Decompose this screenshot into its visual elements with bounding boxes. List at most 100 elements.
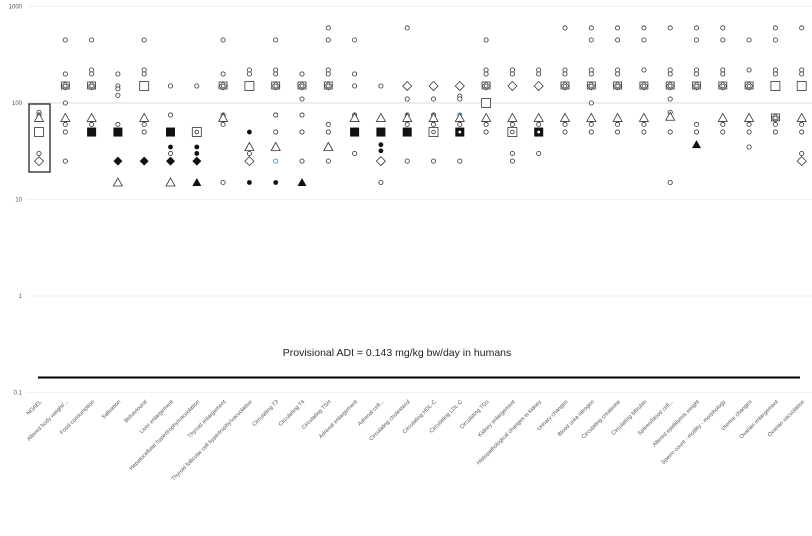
- open-square-point: [139, 81, 150, 91]
- open-circle-point: [799, 121, 805, 127]
- open-triangle-point: [612, 112, 623, 122]
- combo-diamond: [692, 81, 701, 91]
- open-circle-point: [694, 121, 700, 127]
- open-circle-point: [588, 71, 594, 77]
- open-circle-point: [167, 150, 173, 156]
- open-circle-point: [246, 71, 252, 77]
- open-circle-point: [220, 121, 226, 127]
- category-points: [717, 25, 728, 135]
- combo-circle: [63, 83, 68, 89]
- category-points: [612, 25, 623, 135]
- open-circle-point: [720, 129, 726, 135]
- inner-dot: [194, 129, 199, 135]
- open-triangle-point: [86, 112, 97, 122]
- open-circle-point: [509, 121, 515, 127]
- open-square-point: [34, 127, 44, 137]
- category-points: [454, 80, 465, 164]
- open-circle-point: [667, 67, 673, 73]
- filled-diamond-point: [113, 156, 123, 166]
- open-circle-point: [167, 83, 173, 89]
- open-circle-point: [799, 150, 805, 156]
- category-points: [217, 37, 229, 186]
- open-circle-point: [667, 96, 673, 102]
- filled-square-point: [350, 127, 360, 137]
- open-circle-point: [89, 67, 95, 73]
- filled-circle-point: [273, 180, 279, 185]
- category-points: [375, 83, 387, 186]
- open-circle-point: [799, 67, 805, 73]
- open-diamond-point: [33, 156, 45, 167]
- combo-diamond: [613, 81, 623, 91]
- open-circle-point: [588, 67, 594, 73]
- open-diamond-point: [402, 80, 413, 92]
- category-points: [33, 109, 45, 167]
- filled-circle-point: [378, 142, 384, 148]
- open-circle-point: [404, 158, 410, 164]
- open-circle-point: [588, 129, 594, 135]
- open-square-point: [796, 81, 807, 91]
- open-circle-point: [115, 71, 121, 77]
- open-circle-point: [799, 71, 805, 77]
- filled-triangle-point: [297, 178, 307, 187]
- open-circle-point: [299, 96, 305, 102]
- category-points: [112, 71, 124, 187]
- open-circle-point: [89, 121, 95, 127]
- open-circle-point: [352, 83, 358, 89]
- open-square-point: [244, 81, 255, 91]
- open-circle-point: [615, 67, 621, 73]
- open-circle-point: [378, 83, 384, 89]
- open-circle-point: [141, 67, 147, 73]
- open-circle-point: [483, 121, 489, 127]
- x-tick-label: Adrenal cell...: [357, 399, 386, 428]
- open-circle-point: [799, 25, 805, 31]
- combo-circle: [89, 83, 94, 89]
- open-circle-point: [562, 121, 568, 127]
- open-triangle-point: [60, 112, 71, 122]
- open-circle-point: [273, 67, 279, 73]
- open-circle-point: [720, 37, 726, 43]
- open-circle-point: [588, 25, 594, 31]
- open-circle-point: [509, 71, 515, 77]
- category-points: [796, 25, 807, 167]
- open-diamond-point: [796, 156, 807, 167]
- combo-circle: [326, 83, 331, 89]
- open-circle-point: [89, 71, 95, 77]
- open-triangle-point: [375, 112, 387, 122]
- open-circle-point: [325, 129, 331, 135]
- filled-diamond-point: [139, 156, 149, 166]
- filled-square-point: [376, 127, 386, 137]
- filled-square-point: [166, 127, 175, 137]
- open-circle-point: [720, 121, 726, 127]
- open-circle-point: [720, 67, 726, 73]
- open-circle-point: [325, 67, 331, 73]
- combo-diamond: [60, 81, 70, 91]
- open-circle-point: [115, 92, 121, 98]
- x-tick-label: Altered epididymis weight: [652, 399, 701, 448]
- combo-circle: [720, 83, 725, 89]
- filled-circle-point: [247, 129, 252, 135]
- open-circle-point: [641, 121, 647, 127]
- filled-circle-point: [194, 151, 200, 156]
- combo-diamond: [218, 81, 228, 91]
- open-circle-point: [694, 67, 700, 73]
- open-circle-point: [746, 67, 752, 73]
- category-points: [692, 25, 701, 149]
- open-circle-point: [641, 129, 647, 135]
- open-circle-point: [746, 144, 752, 150]
- combo-diamond: [297, 81, 307, 91]
- open-circle-point: [483, 37, 489, 43]
- open-circle-point: [36, 150, 42, 156]
- filled-diamond-point: [166, 156, 175, 166]
- open-circle-point: [641, 25, 647, 31]
- data-points: [33, 25, 807, 187]
- category-points: [402, 25, 413, 164]
- category-points: [297, 71, 307, 187]
- open-circle-point: [536, 67, 542, 73]
- open-triangle-point: [743, 112, 755, 122]
- y-tick-label: 10: [15, 198, 22, 204]
- open-circle-point: [667, 129, 673, 135]
- combo-circle: [483, 83, 489, 89]
- open-circle-point: [167, 112, 173, 118]
